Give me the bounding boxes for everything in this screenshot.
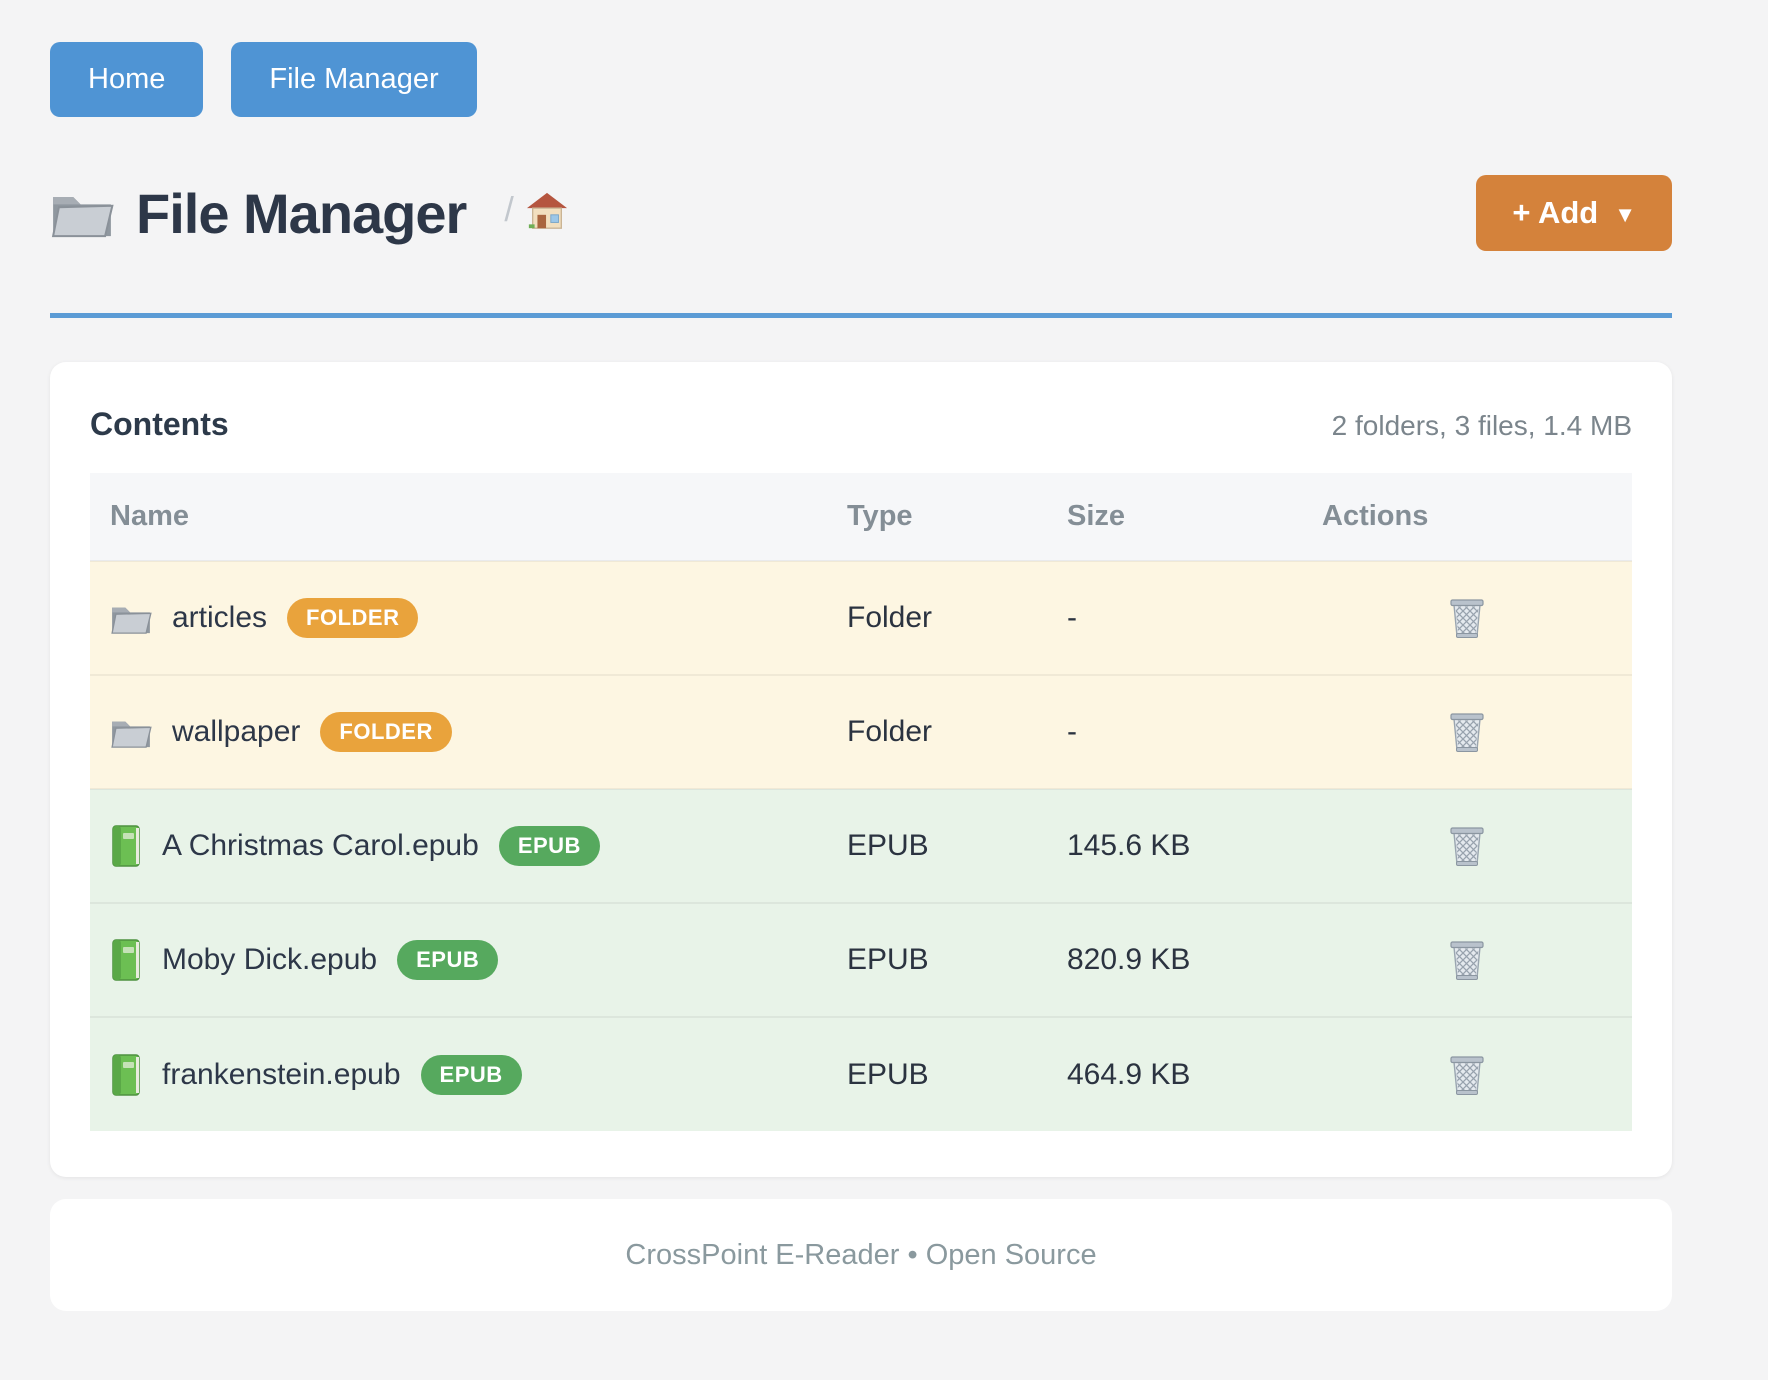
folder-icon bbox=[110, 715, 152, 749]
footer: CrossPoint E-Reader • Open Source bbox=[50, 1199, 1672, 1311]
accent-divider bbox=[50, 313, 1672, 318]
delete-button[interactable] bbox=[1445, 935, 1489, 985]
column-header-actions: Actions bbox=[1302, 473, 1632, 561]
trash-icon bbox=[1449, 597, 1485, 639]
column-header-name: Name bbox=[90, 473, 827, 561]
item-name[interactable]: A Christmas Carol.epub bbox=[162, 829, 479, 862]
folder-icon bbox=[110, 601, 152, 635]
item-name[interactable]: Moby Dick.epub bbox=[162, 943, 378, 976]
delete-button[interactable] bbox=[1445, 821, 1489, 871]
item-type: EPUB bbox=[847, 943, 929, 976]
delete-button[interactable] bbox=[1445, 593, 1489, 643]
epub-badge: EPUB bbox=[420, 1054, 522, 1095]
item-size: 145.6 KB bbox=[1067, 829, 1191, 862]
book-icon bbox=[110, 1054, 142, 1096]
trash-icon bbox=[1449, 825, 1485, 867]
item-size: - bbox=[1067, 601, 1077, 634]
item-size: 464.9 KB bbox=[1067, 1057, 1191, 1091]
delete-button[interactable] bbox=[1445, 1050, 1489, 1100]
book-icon bbox=[110, 825, 142, 867]
item-type: EPUB bbox=[847, 829, 929, 862]
trash-icon bbox=[1449, 1054, 1485, 1096]
breadcrumb: / bbox=[504, 191, 567, 235]
epub-badge: EPUB bbox=[397, 940, 499, 980]
epub-badge: EPUB bbox=[498, 826, 600, 866]
column-header-size: Size bbox=[1047, 473, 1302, 561]
delete-button[interactable] bbox=[1445, 707, 1489, 757]
contents-summary: 2 folders, 3 files, 1.4 MB bbox=[1331, 410, 1632, 441]
item-type: Folder bbox=[847, 601, 933, 634]
item-size: 820.9 KB bbox=[1067, 943, 1191, 976]
chevron-down-icon: ▼ bbox=[1614, 202, 1636, 227]
file-table: Name Type Size Actions articles FOLDER bbox=[90, 473, 1632, 1131]
item-type: Folder bbox=[847, 715, 933, 748]
nav-file-manager-button[interactable]: File Manager bbox=[231, 42, 477, 117]
item-name[interactable]: articles bbox=[172, 601, 268, 634]
trash-icon bbox=[1449, 939, 1485, 981]
table-row: articles FOLDER Folder - bbox=[90, 561, 1632, 675]
folder-badge: FOLDER bbox=[320, 712, 452, 752]
add-button-label: + Add bbox=[1512, 195, 1599, 230]
item-size: - bbox=[1067, 715, 1077, 748]
top-nav: Home File Manager bbox=[50, 0, 1672, 117]
table-row: Moby Dick.epub EPUB EPUB 820.9 KB bbox=[90, 903, 1632, 1017]
trash-icon bbox=[1449, 711, 1485, 753]
page: Home File Manager File Manager / + Add ▼… bbox=[50, 0, 1672, 1311]
book-icon bbox=[110, 939, 142, 981]
item-name[interactable]: frankenstein.epub bbox=[162, 1057, 401, 1091]
contents-card-header: Contents 2 folders, 3 files, 1.4 MB bbox=[90, 406, 1632, 443]
title-group: File Manager / bbox=[50, 181, 568, 246]
table-row: A Christmas Carol.epub EPUB EPUB 145.6 K… bbox=[90, 789, 1632, 903]
item-type: EPUB bbox=[847, 1057, 929, 1091]
column-header-type: Type bbox=[827, 473, 1047, 561]
breadcrumb-separator: / bbox=[504, 191, 514, 229]
folder-badge: FOLDER bbox=[287, 598, 419, 638]
add-button[interactable]: + Add ▼ bbox=[1476, 175, 1672, 251]
contents-title: Contents bbox=[90, 406, 229, 442]
table-header-row: Name Type Size Actions bbox=[90, 473, 1632, 561]
table-row: wallpaper FOLDER Folder - bbox=[90, 675, 1632, 789]
home-icon[interactable] bbox=[526, 191, 568, 231]
open-folder-icon bbox=[50, 187, 114, 239]
page-title: File Manager bbox=[136, 181, 467, 245]
page-header: File Manager / + Add ▼ bbox=[50, 175, 1672, 251]
item-name[interactable]: wallpaper bbox=[172, 715, 301, 748]
nav-home-button[interactable]: Home bbox=[50, 42, 204, 117]
table-row: frankenstein.epub EPUB EPUB 464.9 KB bbox=[90, 1017, 1632, 1131]
contents-card: Contents 2 folders, 3 files, 1.4 MB Name… bbox=[50, 362, 1672, 1177]
footer-text: CrossPoint E-Reader • Open Source bbox=[625, 1238, 1097, 1271]
